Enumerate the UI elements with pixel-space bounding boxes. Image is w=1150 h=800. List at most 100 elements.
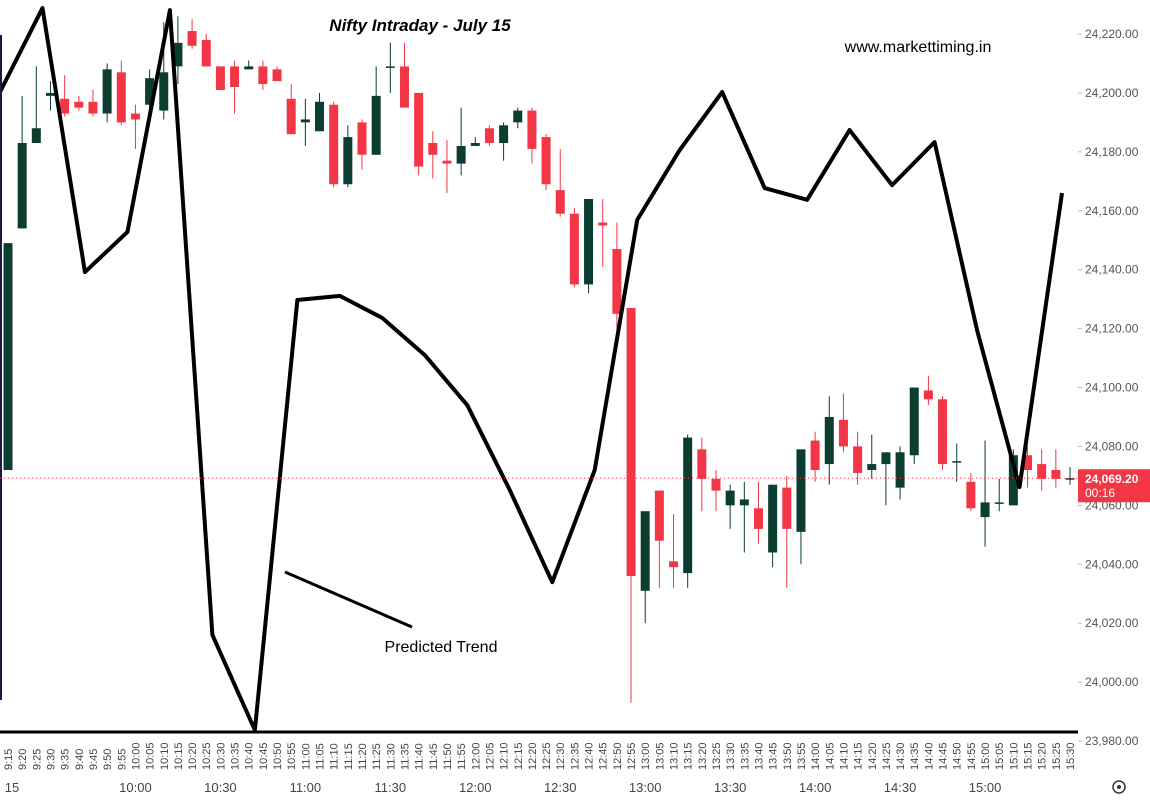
candle-body <box>640 511 650 591</box>
x-major-label: 15 <box>5 780 19 795</box>
candle-body <box>484 128 494 143</box>
candle-body <box>258 66 268 85</box>
last-price-tag <box>1078 469 1150 503</box>
x-tick-label: 14:50 <box>952 742 964 770</box>
candle-body <box>3 243 13 470</box>
candle-body <box>102 69 112 114</box>
candle-body <box>399 66 409 108</box>
x-tick-label: 15:30 <box>1065 742 1077 770</box>
y-tick-label: 24,100.00 <box>1085 381 1139 395</box>
annotation-pointer <box>284 570 413 629</box>
candle-body <box>300 119 310 123</box>
x-tick-label: 9:55 <box>116 749 128 770</box>
candle-body <box>116 72 126 123</box>
candle-body <box>130 113 140 120</box>
x-tick-label: 11:35 <box>399 743 411 770</box>
y-tick-label: 24,120.00 <box>1085 322 1139 336</box>
x-tick-label: 11:00 <box>300 743 312 770</box>
x-major-label: 13:00 <box>629 780 662 795</box>
y-tick-label: 24,000.00 <box>1085 675 1139 689</box>
x-tick-label: 9:15 <box>3 749 15 770</box>
candle-body <box>17 142 27 229</box>
x-tick-label: 15:25 <box>1051 742 1063 770</box>
candle-body <box>909 387 919 456</box>
x-major-label: 10:00 <box>119 780 152 795</box>
x-tick-label: 11:30 <box>385 743 397 770</box>
candle-body <box>626 307 636 577</box>
x-tick-label: 13:50 <box>782 742 794 770</box>
candle-body <box>923 390 933 400</box>
candle-body <box>215 66 225 90</box>
candle-body <box>414 92 424 167</box>
x-tick-label: 9:20 <box>17 749 29 770</box>
x-tick-label: 12:55 <box>626 742 638 770</box>
x-tick-label: 11:05 <box>315 743 327 770</box>
x-tick-label: 15:10 <box>1008 742 1020 770</box>
candle-body <box>782 487 792 529</box>
candle-body <box>966 481 976 509</box>
candle-body <box>669 561 679 568</box>
candle-body <box>867 464 877 470</box>
x-tick-label: 10:15 <box>173 742 185 770</box>
candle-body <box>796 449 806 532</box>
settings-icon[interactable] <box>1112 780 1126 794</box>
y-tick-label: 24,040.00 <box>1085 557 1139 571</box>
candle-body <box>938 399 948 465</box>
candle-body <box>1037 464 1047 479</box>
chart-title: Nifty Intraday - July 15 <box>329 16 511 35</box>
candle-body <box>555 190 565 214</box>
x-tick-label: 12:00 <box>470 742 482 770</box>
candle-body <box>357 122 367 155</box>
x-tick-label: 14:55 <box>966 742 978 770</box>
y-tick-label: 23,980.00 <box>1085 734 1139 748</box>
x-tick-label: 12:20 <box>527 742 539 770</box>
y-tick-label: 24,080.00 <box>1085 439 1139 453</box>
candle-body <box>343 137 353 185</box>
candle-body <box>371 95 381 155</box>
x-tick-label: 13:45 <box>768 742 780 770</box>
candle-body <box>753 508 763 529</box>
candle-body <box>74 101 84 108</box>
x-tick-label: 9:35 <box>60 749 72 770</box>
x-tick-label: 11:15 <box>343 743 355 770</box>
y-tick-label: 24,200.00 <box>1085 86 1139 100</box>
x-tick-label: 14:45 <box>938 742 950 770</box>
x-tick-label: 10:55 <box>286 742 298 770</box>
x-tick-label: 10:35 <box>230 742 242 770</box>
x-major-label: 11:00 <box>290 780 322 795</box>
x-tick-label: 10:00 <box>130 742 142 770</box>
candle-body <box>513 110 523 123</box>
y-tick-label: 24,160.00 <box>1085 204 1139 218</box>
candle-body <box>428 142 438 155</box>
x-tick-label: 10:25 <box>201 742 213 770</box>
x-tick-label: 12:25 <box>541 742 553 770</box>
x-tick-label: 14:10 <box>838 742 850 770</box>
x-major-label: 14:30 <box>884 780 917 795</box>
x-tick-label: 10:05 <box>145 742 157 770</box>
x-tick-label: 14:25 <box>881 742 893 770</box>
y-tick-label: 24,180.00 <box>1085 145 1139 159</box>
x-tick-label: 14:40 <box>923 742 935 770</box>
x-tick-label: 13:35 <box>739 742 751 770</box>
candle-body <box>60 98 70 114</box>
candle-body <box>244 66 254 70</box>
x-tick-label: 10:30 <box>215 742 227 770</box>
x-tick-label: 14:35 <box>909 742 921 770</box>
candle-body <box>159 72 169 111</box>
candle-body <box>385 66 395 68</box>
x-tick-label: 14:00 <box>810 742 822 770</box>
candle-body <box>456 145 466 164</box>
x-tick-label: 13:10 <box>669 742 681 770</box>
x-tick-label: 12:10 <box>499 742 511 770</box>
candle-body <box>145 78 155 105</box>
candle-body <box>612 249 622 314</box>
watermark: www.markettiming.in <box>844 39 992 56</box>
candle-body <box>683 437 693 574</box>
candle-body <box>1008 455 1018 506</box>
x-major-label: 12:30 <box>544 780 577 795</box>
candle-body <box>1051 469 1061 479</box>
x-major-label: 14:00 <box>799 780 832 795</box>
x-tick-label: 10:20 <box>187 742 199 770</box>
